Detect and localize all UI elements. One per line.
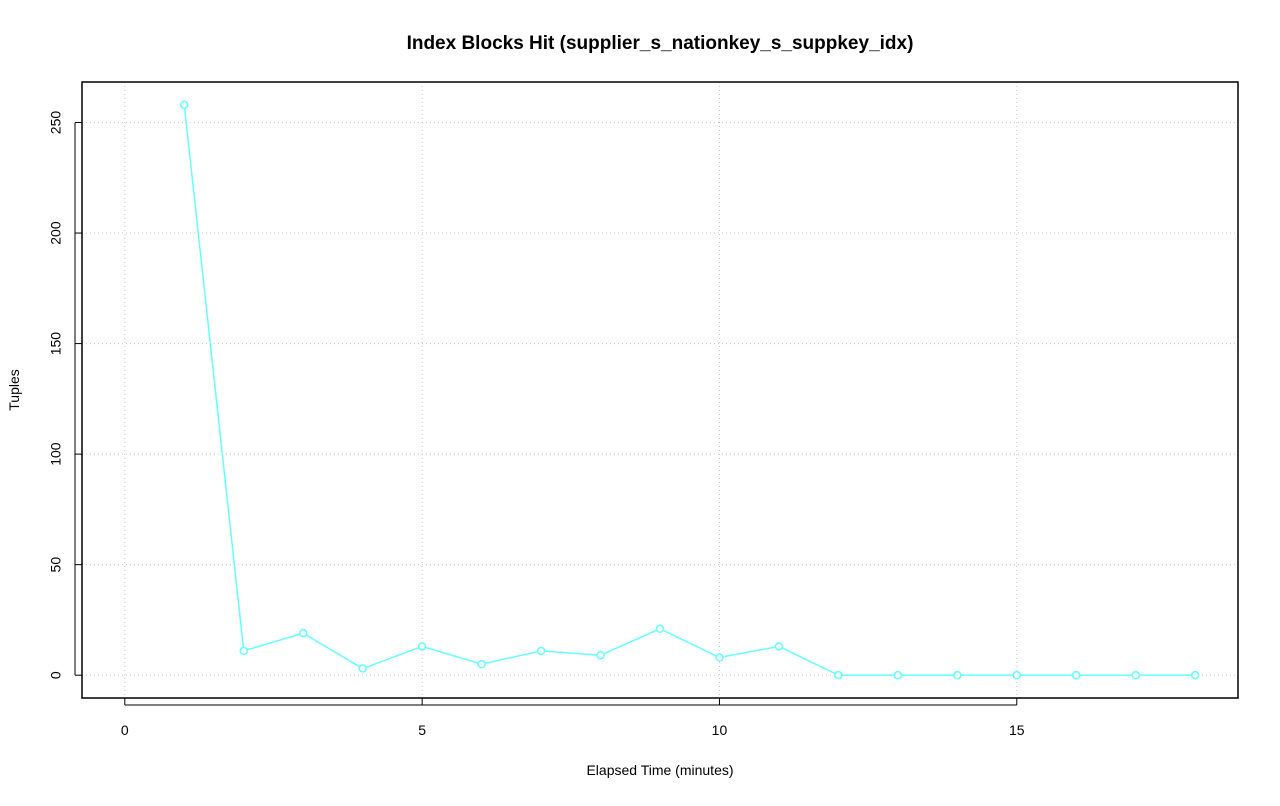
data-point xyxy=(180,100,189,110)
y-tick-label: 100 xyxy=(48,442,64,466)
data-point xyxy=(953,670,962,680)
x-tick-label: 10 xyxy=(712,722,728,738)
y-axis-label: Tuples xyxy=(6,369,22,411)
y-tick-label: 0 xyxy=(48,671,64,679)
data-point xyxy=(655,624,665,634)
y-tick-label: 50 xyxy=(48,557,64,573)
data-point xyxy=(536,646,546,656)
data-point xyxy=(893,670,903,680)
x-tick-label: 5 xyxy=(418,722,426,738)
data-point xyxy=(298,628,308,638)
x-axis-label: Elapsed Time (minutes) xyxy=(586,762,733,778)
y-tick-label: 200 xyxy=(48,221,64,245)
y-tick-label: 150 xyxy=(48,332,64,356)
data-point xyxy=(477,659,486,669)
data-point xyxy=(774,642,784,651)
data-point xyxy=(1012,670,1022,680)
data-point xyxy=(1072,670,1081,680)
data-point xyxy=(358,664,367,673)
data-point xyxy=(239,646,248,656)
plot-frame xyxy=(81,81,1239,699)
data-line xyxy=(183,104,1196,676)
chart-title: Index Blocks Hit (supplier_s_nationkey_s… xyxy=(407,33,914,54)
x-tick-label: 15 xyxy=(1009,722,1025,738)
data-point xyxy=(1190,670,1200,680)
y-tick-label: 250 xyxy=(48,111,64,135)
x-tick-label: 0 xyxy=(121,722,129,738)
data-point xyxy=(596,651,605,660)
data-point xyxy=(834,670,843,680)
data-point xyxy=(417,642,427,651)
data-point xyxy=(1131,670,1140,680)
data-point xyxy=(715,653,724,662)
